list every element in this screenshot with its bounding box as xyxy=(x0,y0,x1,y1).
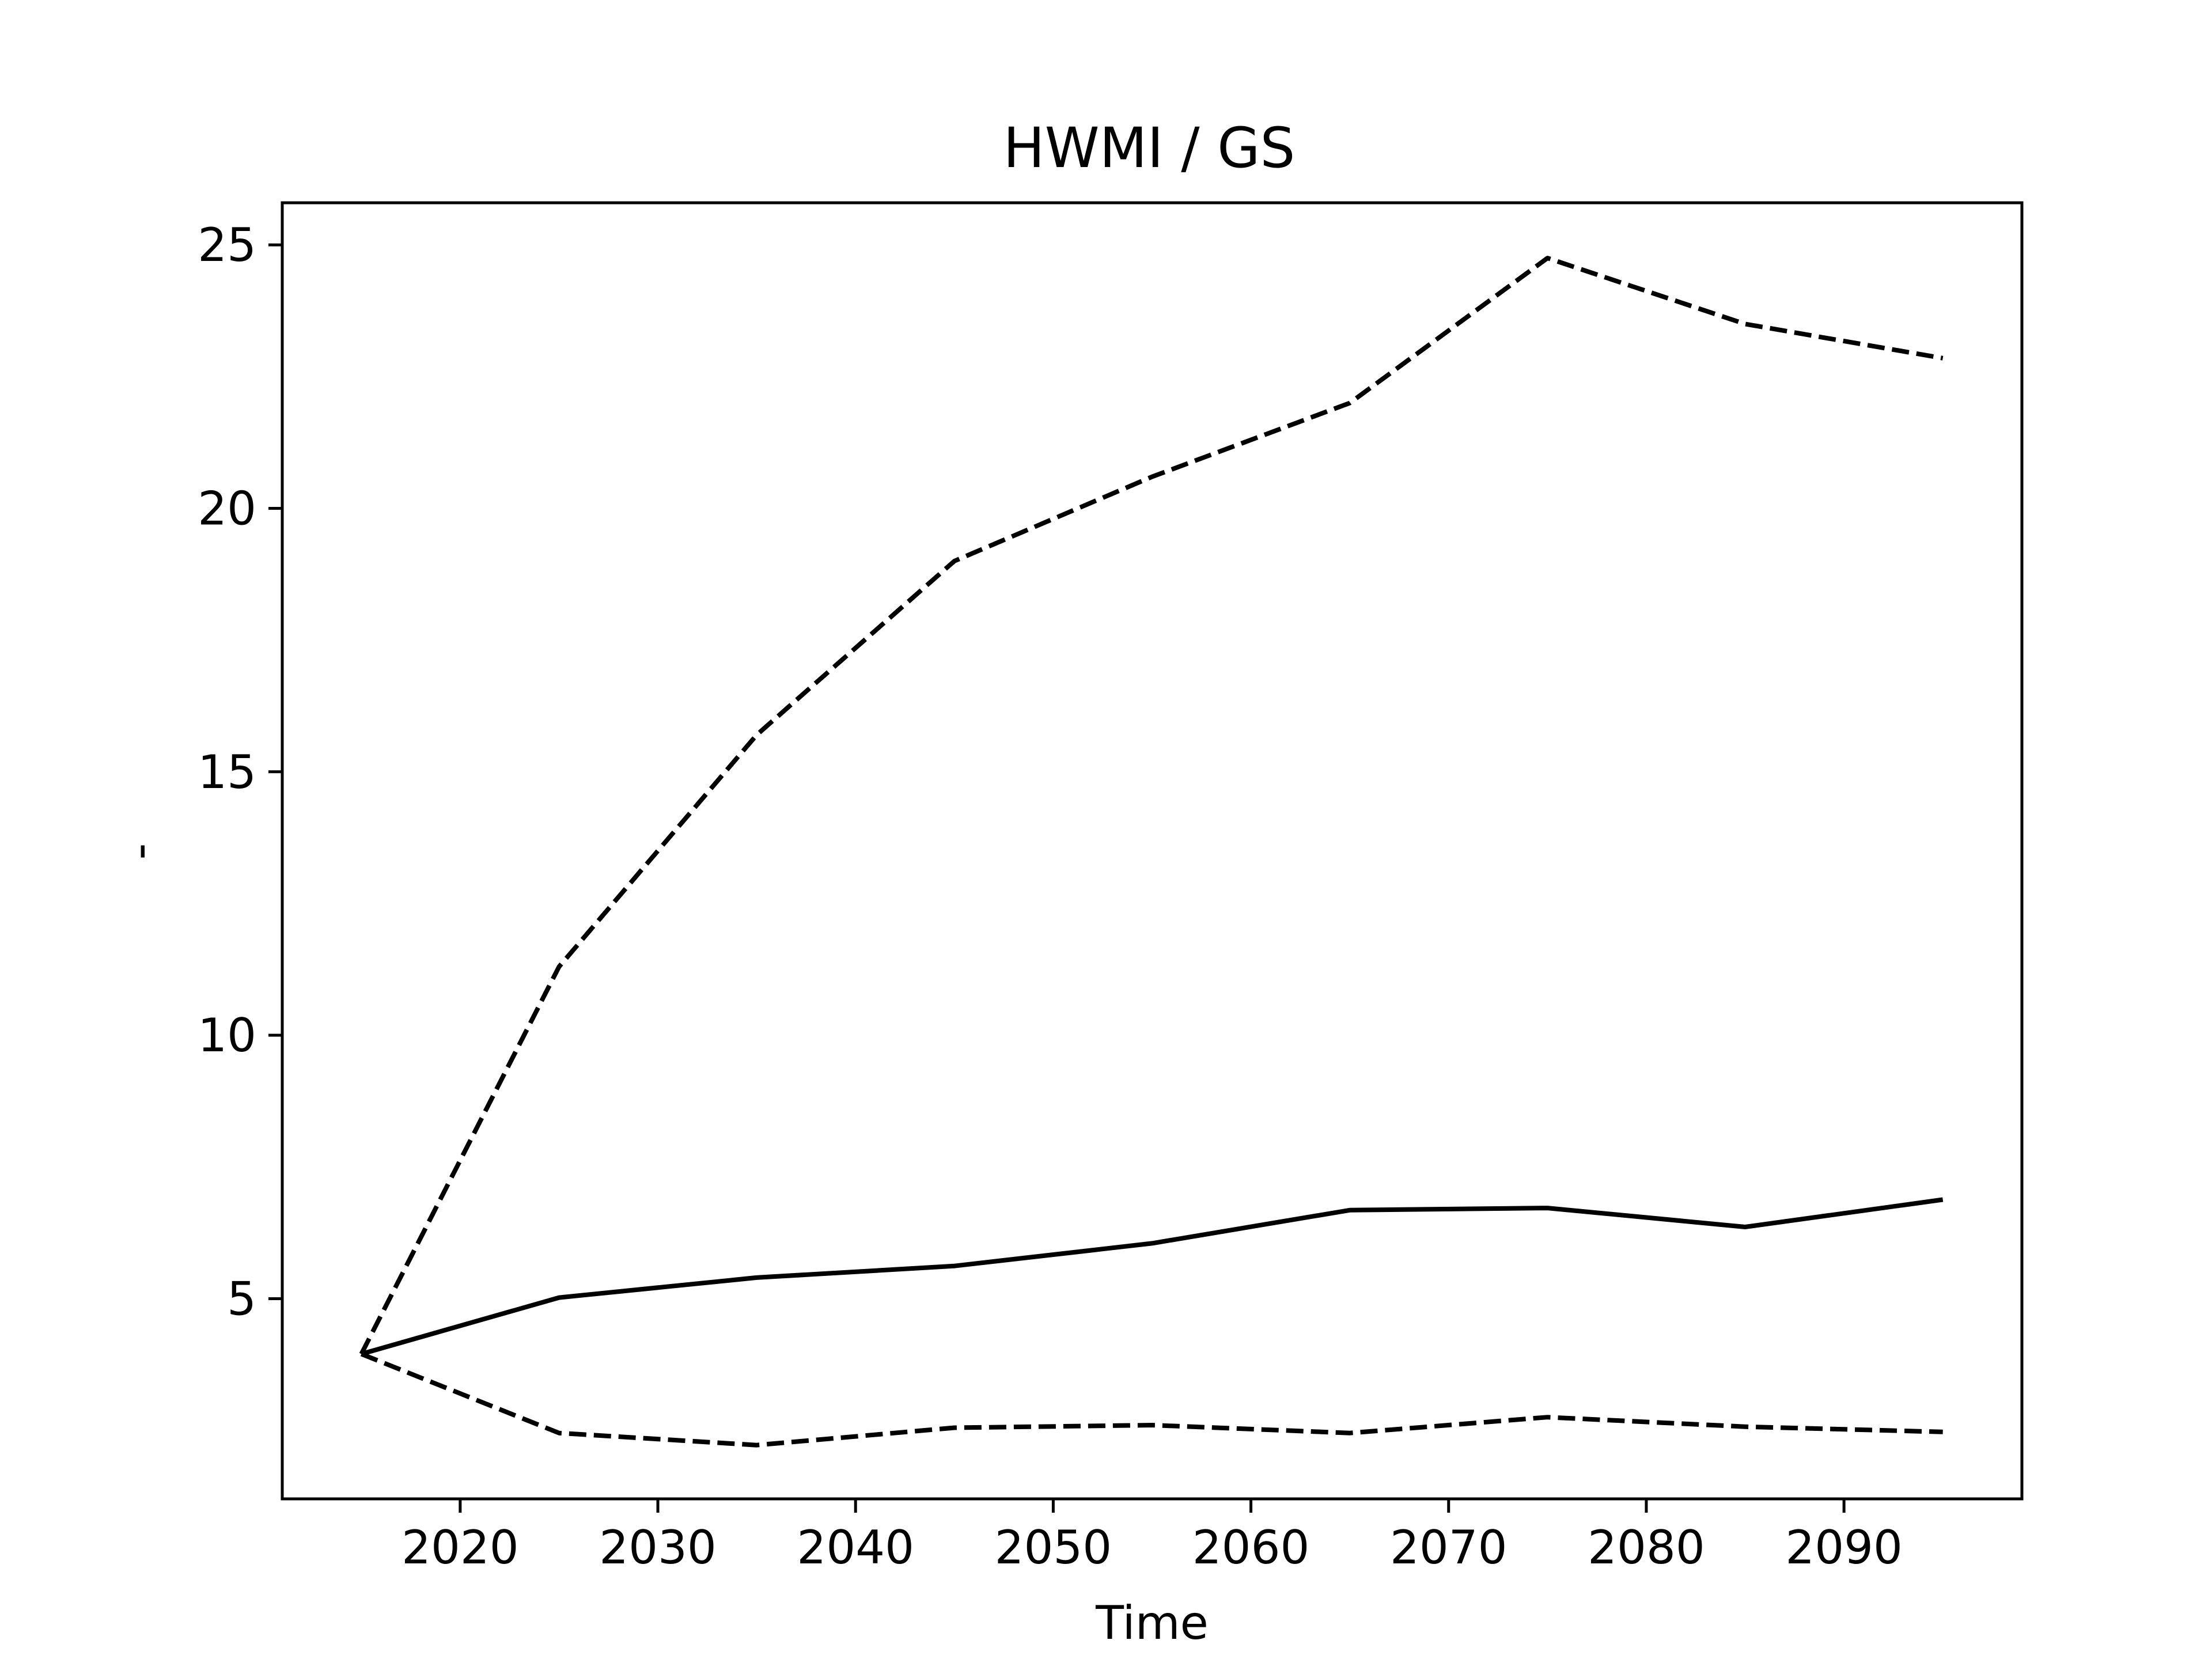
x-tick-label: 2040 xyxy=(797,1521,914,1574)
x-tick-label: 2030 xyxy=(599,1521,717,1574)
series-line-2 xyxy=(359,256,1944,1355)
series-line-1 xyxy=(361,1197,1944,1357)
plot-frame xyxy=(281,201,2024,1501)
series-layer xyxy=(359,256,1944,1448)
x-tick-label: 2080 xyxy=(1588,1521,1705,1574)
y-tick-label: 25 xyxy=(198,218,256,272)
x-tick-label: 2050 xyxy=(995,1521,1112,1574)
x-tick-label: 2020 xyxy=(402,1521,519,1574)
y-tick-label: 20 xyxy=(198,482,256,535)
x-tick-label: 2070 xyxy=(1390,1521,1508,1574)
x-tick-label: 2090 xyxy=(1785,1521,1903,1574)
series-line-3 xyxy=(360,1351,1943,1448)
y-axis-label: - xyxy=(113,843,166,860)
x-axis: 2020 2030 2040 2050 2060 2070 2080 2090 xyxy=(402,1499,1903,1574)
y-tick-label: 10 xyxy=(198,1009,256,1062)
y-axis: 5 10 15 20 25 xyxy=(198,218,282,1325)
y-tick-label: 15 xyxy=(198,745,256,799)
x-axis-label: Time xyxy=(1095,1596,1209,1650)
x-tick-label: 2060 xyxy=(1192,1521,1310,1574)
y-tick-label: 5 xyxy=(227,1272,256,1325)
chart-title: HWMI / GS xyxy=(1003,116,1296,180)
